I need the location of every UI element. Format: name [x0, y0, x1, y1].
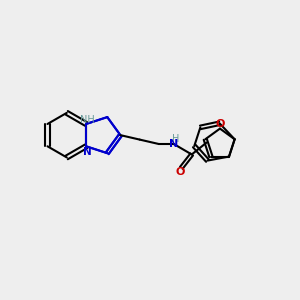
- Text: NH: NH: [80, 116, 95, 125]
- Text: H: H: [172, 134, 179, 144]
- Text: O: O: [216, 119, 225, 129]
- Text: N: N: [83, 147, 92, 157]
- Text: O: O: [175, 167, 184, 177]
- Text: N: N: [169, 139, 178, 149]
